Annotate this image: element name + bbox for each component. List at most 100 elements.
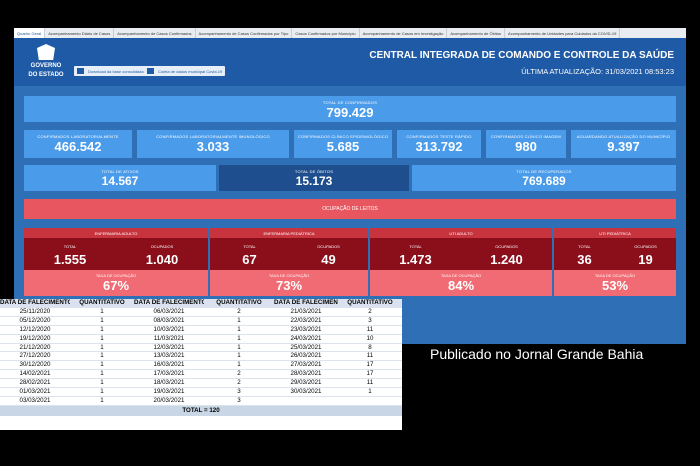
tab-obitos[interactable]: Acompanhamento de Óbitos — [447, 28, 506, 38]
quantity-cell: 3 — [237, 396, 241, 404]
kpi-label: CONFIRMADOS CLÍNICO IMAGEM — [491, 134, 561, 139]
date-cell: 16/03/2021 — [153, 361, 185, 369]
quantity-cell: 1 — [100, 379, 104, 387]
quantity-cell: 1 — [100, 308, 104, 315]
date-cell: 29/03/2021 — [290, 379, 322, 387]
date-cell: 12/12/2020 — [19, 325, 51, 333]
panel-enfermaria-adulto: ENFERMARIA ADULTO TOTAL 1.555 OCUPADOS 1… — [24, 228, 208, 296]
panel-rate: TAXA DE OCUPAÇÃO 84% — [370, 270, 552, 296]
date-cell: 24/03/2021 — [290, 334, 322, 342]
total-label: TOTAL — [409, 244, 422, 249]
date-cell: 10/03/2021 — [153, 325, 185, 333]
quantity-cell: 11 — [366, 379, 374, 387]
quantity-cell: 1 — [100, 343, 104, 351]
total-cell: TOTAL 67 — [210, 238, 289, 267]
date-cell: 13/03/2021 — [153, 352, 185, 360]
ocupados-value: 19 — [638, 252, 653, 267]
quantity-cell: 8 — [368, 343, 372, 351]
panel-values: TOTAL 36 OCUPADOS 19 — [554, 238, 676, 270]
quantity-cell: 1 — [237, 316, 241, 324]
table-row: 28/02/2021 1 18/03/2021 2 29/03/2021 11 — [0, 379, 402, 389]
total-value: 36 — [577, 252, 592, 267]
total-label: TOTAL — [63, 244, 77, 249]
kpi-ativos: TOTAL DE ATIVOS 14.567 — [24, 165, 216, 191]
collect-button[interactable]: Coleta de dados municipal Covid-19 — [144, 66, 226, 76]
kpi-aguardando: AGUARDANDO ATUALIZAÇÃO DO MUNICÍPIO 9.39… — [571, 130, 676, 158]
tab-diario[interactable]: Acompanhamento Diário de Casos — [45, 28, 115, 38]
total-cell: TOTAL 1.555 — [24, 238, 116, 267]
tab-confirmados-tipo[interactable]: Acompanhamento de Casos Confirmados por … — [196, 28, 293, 38]
date-cell — [274, 397, 338, 405]
rate-value: 73% — [275, 278, 303, 293]
kpi-obitos: TOTAL DE ÓBITOS 15.173 — [219, 165, 409, 191]
quantity-cell: 1 — [100, 361, 104, 369]
kpi-clinico-epidem: CONFIRMADOS CLÍNICO EPIDEMIOLÓGICO 5.685 — [294, 130, 392, 158]
date-cell: 27/12/2020 — [19, 352, 51, 360]
publication-caption: Publicado no Jornal Grande Bahia — [430, 346, 644, 362]
quantity-cell: 17 — [366, 361, 374, 369]
rate-value: 84% — [447, 278, 475, 293]
date-cell: 21/03/2021 — [290, 308, 322, 315]
rate-label: TAXA DE OCUPAÇÃO — [268, 273, 310, 278]
kpi-lab-imuno: CONFIRMADOS LABORATORIALMENTE IMUNOLÓGIC… — [137, 130, 289, 158]
kpi-label: TOTAL DE ÓBITOS — [294, 169, 334, 174]
kpi-value: 14.567 — [101, 174, 139, 188]
date-cell: 28/03/2021 — [290, 370, 322, 378]
ocupados-label: OCUPADOS — [150, 244, 174, 249]
tab-quadro-geral[interactable]: Quadro Geral — [14, 28, 46, 38]
date-cell: 23/03/2021 — [290, 325, 322, 333]
kpi-value: 313.792 — [415, 139, 463, 154]
total-label: TOTAL — [243, 244, 256, 249]
ocupados-value: 1.040 — [145, 252, 179, 267]
kpi-teste-rapido: CONFIRMADOS TESTE RÁPIDO 313.792 — [397, 130, 481, 158]
panel-title: UTI ADULTO — [370, 228, 552, 238]
date-cell: 11/03/2021 — [153, 334, 185, 342]
gov-line1: GOVERNO — [30, 63, 62, 69]
kpi-value: 799.429 — [326, 105, 374, 120]
quantity-cell: 1 — [100, 370, 104, 378]
date-cell: 01/03/2021 — [19, 388, 51, 396]
tab-confirmados[interactable]: Acompanhamento de Casos Confirmados — [114, 28, 196, 38]
date-cell: 27/03/2021 — [290, 361, 322, 369]
quantity-cell: 1 — [100, 334, 104, 342]
tab-bar: Quadro Geral Acompanhamento Diário de Ca… — [14, 28, 686, 38]
ocupacao-leitos-title: OCUPAÇÃO DE LEITOS — [24, 199, 676, 219]
date-cell: 19/03/2021 — [153, 388, 185, 396]
quantity-cell: 2 — [237, 370, 241, 378]
header-cell: DATA DE FALECIMENTO — [0, 299, 70, 306]
kpi-value: 466.542 — [54, 139, 102, 154]
tab-investigacao[interactable]: Acompanhamento de Casos em Investigação — [360, 28, 448, 38]
date-cell: 30/03/2021 — [290, 388, 322, 396]
download-button[interactable]: Download da base consolidada — [74, 66, 147, 76]
table-row: 25/11/2020 1 06/03/2021 2 21/03/2021 2 — [0, 308, 402, 317]
quantity-cell: 1 — [100, 396, 104, 404]
table-row: 21/12/2020 1 12/03/2021 1 25/03/2021 8 — [0, 344, 402, 353]
date-cell: 17/03/2021 — [153, 370, 185, 378]
table-row: 19/12/2020 1 11/03/2021 1 24/03/2021 10 — [0, 335, 402, 344]
table-total: TOTAL = 120 — [0, 405, 402, 416]
quantity-cell: 1 — [237, 352, 241, 360]
kpi-clinico-imagem: CONFIRMADOS CLÍNICO IMAGEM 980 — [486, 130, 566, 158]
tab-municipio[interactable]: Casos Confirmados por Município — [292, 28, 360, 38]
quantity-cell: 1 — [237, 361, 241, 369]
rate-label: TAXA DE OCUPAÇÃO — [440, 273, 482, 278]
total-value: 1.555 — [53, 252, 87, 267]
download-icon — [77, 68, 84, 74]
panel-values: TOTAL 1.473 OCUPADOS 1.240 — [370, 238, 552, 270]
kpi-label: CONFIRMADOS CLÍNICO EPIDEMIOLÓGICO — [297, 134, 389, 139]
table-header: DATA DE FALECIMENTO QUANTITATIVO DATA DE… — [0, 299, 402, 308]
rate-value: 67% — [102, 278, 130, 293]
quantity-cell: 1 — [100, 316, 104, 324]
table-row: 03/03/2021 1 20/03/2021 3 — [0, 397, 402, 406]
quantity-cell: 17 — [366, 370, 374, 378]
quantity-cell: 11 — [366, 325, 374, 333]
rate-label: TAXA DE OCUPAÇÃO — [95, 273, 137, 278]
header-cell: DATA DE FALECIMENTO — [274, 299, 338, 306]
header-cell: DATA DE FALECIMENTO — [134, 299, 204, 306]
tab-unidades[interactable]: Acompanhamento de Unidades para Cuidados… — [505, 28, 621, 38]
government-logo: GOVERNO DO ESTADO — [28, 44, 64, 82]
kpi-label: TOTAL DE CONFIRMADOS — [322, 100, 378, 105]
panel-rate: TAXA DE OCUPAÇÃO 53% — [554, 270, 676, 296]
date-cell: 05/12/2020 — [19, 316, 51, 324]
date-cell: 21/12/2020 — [19, 343, 51, 351]
